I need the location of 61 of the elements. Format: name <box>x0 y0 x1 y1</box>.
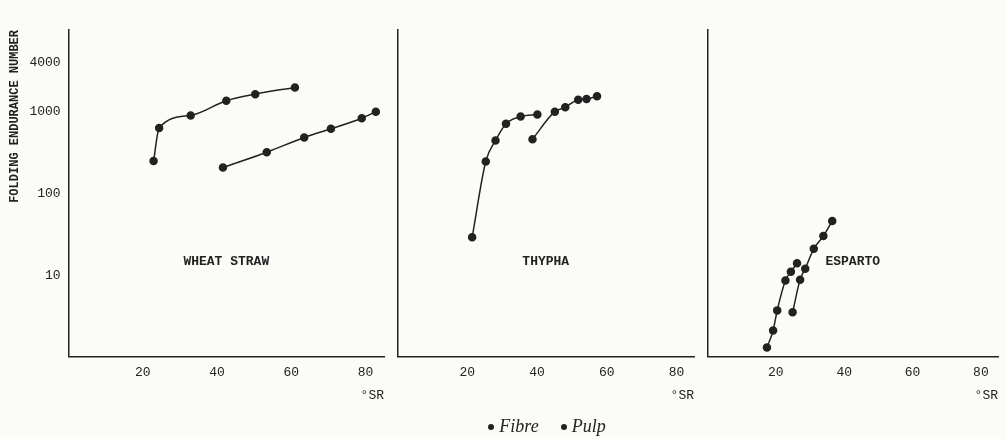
annotation: ESPARTO <box>825 254 881 270</box>
point <box>792 258 802 268</box>
x-axis-title: °SR <box>670 387 695 403</box>
point <box>786 267 796 276</box>
point <box>561 102 570 112</box>
x-tick-label: 80 <box>668 365 685 381</box>
x-tick-label: 80 <box>973 365 989 381</box>
point <box>491 136 500 145</box>
x-tick-label: 80 <box>357 365 374 381</box>
x-tick-label: 20 <box>768 365 784 381</box>
point <box>326 124 336 134</box>
point <box>819 231 828 241</box>
point <box>573 95 583 104</box>
x-tick-label: 20 <box>135 365 151 381</box>
x-tick-label: 40 <box>836 365 853 381</box>
point <box>149 156 158 166</box>
point <box>795 275 805 284</box>
point <box>772 306 782 315</box>
point <box>801 264 810 273</box>
x-tick-label: 40 <box>529 365 545 381</box>
x-tick-label: 60 <box>904 365 921 381</box>
point <box>481 157 490 166</box>
point <box>528 134 537 144</box>
point <box>809 244 819 254</box>
point <box>262 147 271 157</box>
point <box>467 233 477 242</box>
x-tick-label: 40 <box>209 365 225 381</box>
point <box>154 123 164 133</box>
point <box>516 112 525 121</box>
point <box>371 107 381 116</box>
point <box>251 89 260 99</box>
x-tick-label: 60 <box>283 365 300 381</box>
y-axis-title: FOLDING ENDURANCE NUMBER <box>8 29 23 203</box>
point <box>299 133 309 142</box>
y-tick-label: 10 <box>45 267 61 283</box>
point <box>550 107 560 116</box>
point <box>186 111 195 120</box>
point <box>357 113 366 123</box>
x-axis-title: °SR <box>974 387 999 403</box>
point <box>788 308 797 317</box>
point <box>501 119 511 128</box>
x-tick-label: 60 <box>598 365 615 381</box>
point <box>533 110 542 119</box>
point <box>768 326 778 335</box>
x-axis-title: °SR <box>360 387 385 403</box>
legend-label: Fibre <box>499 416 539 437</box>
annotation: THYPHA <box>522 254 570 270</box>
point <box>762 343 772 352</box>
point <box>218 163 228 172</box>
y-tick-label: 100 <box>37 185 61 201</box>
point <box>582 94 591 104</box>
y-tick-label: 1000 <box>29 104 61 120</box>
point <box>290 83 300 92</box>
point <box>827 216 837 226</box>
point <box>781 276 790 285</box>
point <box>222 96 231 106</box>
x-tick-label: 20 <box>459 365 476 381</box>
legend-label: Pulp <box>571 416 606 437</box>
annotation: WHEAT STRAW <box>183 254 270 270</box>
point <box>592 92 602 101</box>
y-tick-label: 4000 <box>29 54 61 70</box>
